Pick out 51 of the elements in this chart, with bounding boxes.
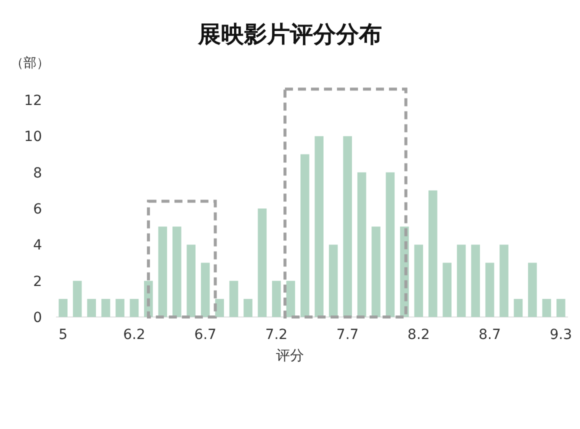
bar xyxy=(456,244,466,317)
bar xyxy=(314,136,324,317)
x-tick-label: 6.7 xyxy=(194,327,216,343)
y-tick-label: 12 xyxy=(24,93,42,109)
bar xyxy=(101,298,110,317)
x-tick-label: 8.2 xyxy=(408,327,430,343)
y-tick-label: 2 xyxy=(33,274,42,290)
bar xyxy=(172,226,182,317)
bar xyxy=(556,298,566,317)
bar xyxy=(272,280,281,317)
bar xyxy=(357,172,366,317)
bar xyxy=(500,244,508,317)
y-tick-label: 8 xyxy=(33,165,42,182)
bar xyxy=(130,298,139,317)
bar xyxy=(442,262,452,317)
bar xyxy=(286,280,296,317)
y-axis-title: （部） xyxy=(10,56,50,71)
y-tick-label: 4 xyxy=(33,238,42,254)
y-tick-label: 10 xyxy=(24,129,42,146)
chart-title: 展映影片评分分布 xyxy=(197,22,382,48)
y-tick-label: 0 xyxy=(33,310,42,326)
bar xyxy=(343,136,352,317)
bar xyxy=(229,280,238,317)
x-tick-label: 8.7 xyxy=(478,327,501,343)
bar xyxy=(514,298,523,317)
bar xyxy=(485,262,494,317)
bar xyxy=(372,226,380,317)
bar xyxy=(386,172,395,317)
bar xyxy=(428,190,438,317)
bar xyxy=(58,298,68,317)
bar xyxy=(87,298,96,317)
bar xyxy=(542,298,552,317)
bar xyxy=(186,244,196,317)
bar xyxy=(300,154,310,317)
bar xyxy=(414,244,424,317)
bar xyxy=(72,280,82,317)
bar xyxy=(328,244,338,317)
x-axis-title: 评分 xyxy=(276,348,304,364)
x-tick-label: 6.2 xyxy=(123,327,146,343)
x-tick-label: 5 xyxy=(58,327,68,343)
x-tick-label: 7.2 xyxy=(265,327,288,343)
bar xyxy=(258,208,267,317)
bar xyxy=(471,244,480,317)
y-tick-label: 6 xyxy=(33,202,42,218)
bar xyxy=(200,262,210,317)
bar xyxy=(244,298,252,317)
bar xyxy=(528,262,537,317)
x-tick-label: 9.3 xyxy=(550,327,572,343)
bar xyxy=(158,226,168,317)
x-tick-label: 7.7 xyxy=(336,327,359,343)
bar xyxy=(116,298,124,317)
